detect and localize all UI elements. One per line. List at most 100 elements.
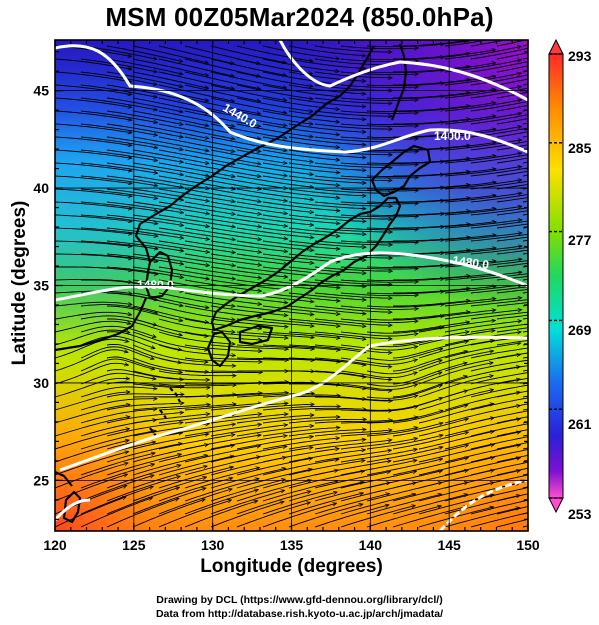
- streamline: [55, 84, 131, 95]
- streamline: [158, 357, 235, 366]
- streamline: [236, 331, 314, 338]
- streamline: [314, 370, 392, 380]
- streamline: [314, 505, 389, 528]
- streamline: [158, 489, 232, 515]
- streamline: [392, 376, 467, 398]
- streamline: [55, 58, 131, 69]
- streamline: [470, 154, 528, 164]
- streamline: [106, 149, 183, 162]
- streamline: [340, 305, 418, 309]
- streamline: [366, 338, 443, 348]
- streamline: [444, 445, 520, 463]
- streamline: [106, 403, 184, 411]
- streamline: [288, 253, 366, 260]
- streamline: [184, 136, 261, 152]
- streamline: [418, 431, 494, 450]
- streamline: [418, 457, 494, 476]
- coastline-shikoku: [238, 324, 274, 346]
- colorbar-label: 285: [568, 140, 592, 156]
- streamline: [470, 180, 528, 190]
- streamline: [444, 140, 521, 151]
- streamline: [314, 253, 392, 258]
- streamline: [158, 253, 235, 266]
- streamline: [132, 240, 209, 252]
- streamline: [236, 97, 313, 112]
- streamline: [444, 392, 520, 411]
- streamline: [418, 310, 496, 320]
- streamline: [55, 97, 131, 107]
- streamline: [184, 403, 262, 411]
- streamline: [288, 292, 366, 300]
- streamline: [158, 445, 234, 463]
- streamline: [80, 453, 155, 476]
- streamline: [262, 110, 339, 122]
- streamline: [80, 399, 157, 411]
- streamline: [496, 416, 528, 424]
- streamline: [55, 214, 132, 222]
- streamline: [106, 443, 182, 463]
- streamline: [132, 499, 205, 528]
- streamline: [444, 246, 522, 255]
- streamline: [314, 227, 392, 232]
- streamline: [340, 406, 418, 412]
- streamline: [522, 44, 528, 47]
- streamline: [106, 465, 181, 489]
- streamline: [496, 52, 528, 60]
- streamline: [158, 344, 235, 355]
- streamline: [288, 188, 366, 196]
- streamline: [80, 123, 157, 135]
- streamline: [496, 288, 528, 294]
- streamline: [210, 414, 288, 424]
- streamline: [418, 50, 495, 60]
- streamline: [210, 188, 287, 201]
- streamline: [184, 71, 260, 89]
- streamline: [106, 499, 179, 528]
- streamline: [340, 175, 418, 178]
- streamline: [288, 58, 365, 68]
- streamline: [236, 502, 310, 528]
- streamline: [444, 127, 521, 138]
- streamline: [444, 193, 522, 203]
- streamline: [80, 201, 157, 211]
- streamline: [106, 356, 182, 372]
- streamline: [262, 149, 339, 160]
- streamline: [444, 206, 522, 216]
- streamline: [184, 331, 262, 340]
- streamline: [288, 493, 363, 515]
- streamline: [288, 357, 366, 365]
- streamline: [262, 357, 340, 362]
- streamline: [132, 445, 208, 463]
- streamline: [236, 426, 313, 437]
- streamline: [236, 357, 314, 360]
- streamline: [106, 422, 183, 437]
- streamline: [80, 387, 157, 398]
- streamline: [314, 175, 392, 180]
- streamline: [132, 466, 207, 489]
- streamline: [132, 201, 209, 214]
- streamline: [184, 84, 260, 101]
- colorbar-label: 277: [568, 232, 592, 248]
- streamline: [236, 227, 313, 238]
- streamline: [262, 331, 340, 338]
- streamline: [366, 482, 442, 502]
- streamline: [470, 299, 528, 307]
- contour-south: [59, 335, 528, 472]
- streamline: [106, 123, 183, 137]
- streamline: [496, 104, 528, 112]
- streamline: [132, 188, 209, 201]
- streamline: [106, 45, 182, 62]
- streamline: [132, 214, 209, 227]
- streamline: [288, 450, 365, 463]
- streamline: [55, 363, 128, 385]
- streamline: [340, 471, 416, 489]
- streamline: [444, 153, 521, 164]
- streamline: [210, 318, 288, 327]
- streamline: [158, 384, 236, 386]
- streamline: [340, 384, 417, 390]
- streamline: [340, 215, 418, 217]
- streamline: [470, 323, 528, 333]
- streamline: [210, 253, 287, 264]
- streamline: [210, 393, 288, 398]
- streamline: [158, 227, 235, 240]
- streamline: [80, 97, 157, 110]
